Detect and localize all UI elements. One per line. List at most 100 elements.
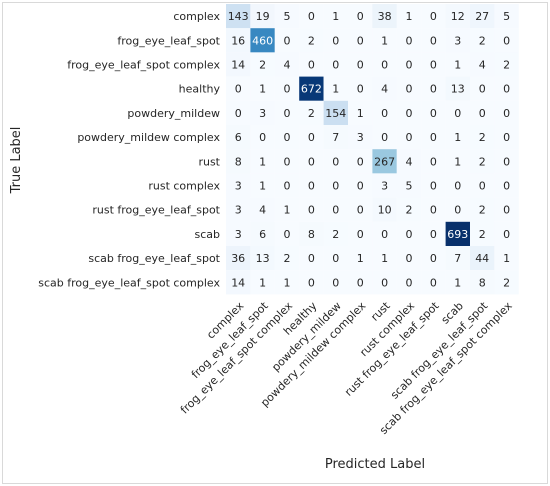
cell-value-label: 3 (357, 131, 364, 144)
heatmap-cell (445, 52, 470, 77)
cell-value-label: 13 (451, 83, 465, 96)
cell-value-label: 0 (406, 34, 413, 47)
cell-value-label: 0 (308, 204, 315, 217)
cell-value-label: 0 (284, 228, 291, 241)
y-tick-label: healthy (179, 83, 221, 96)
cell-value-label: 0 (332, 155, 339, 168)
heatmap-cell (396, 197, 422, 222)
heatmap-cell (445, 100, 470, 125)
heatmap-cell (299, 4, 324, 29)
cell-value-label: 44 (475, 252, 489, 265)
heatmap-cell (372, 270, 397, 295)
cell-value-label: 0 (332, 252, 339, 265)
heatmap-cell (372, 100, 397, 125)
y-tick-label: complex (173, 10, 220, 23)
cell-value-label: 2 (503, 59, 510, 72)
heatmap-cell (226, 197, 251, 222)
heatmap-cell (494, 52, 519, 77)
cell-value-label: 2 (308, 107, 315, 120)
heatmap-cell (445, 28, 470, 53)
cell-value-label: 8 (479, 276, 486, 289)
heatmap-cell (421, 76, 446, 101)
cell-value-label: 2 (479, 34, 486, 47)
cell-value-label: 0 (430, 83, 437, 96)
cell-value-label: 1 (259, 83, 266, 96)
cell-value-label: 0 (479, 107, 486, 120)
cell-value-label: 1 (381, 252, 388, 265)
heatmap-cell (372, 149, 397, 174)
cell-value-label: 2 (284, 252, 291, 265)
cell-value-label: 143 (228, 10, 249, 23)
cell-value-label: 0 (406, 59, 413, 72)
heatmap-cell (372, 173, 397, 198)
cell-value-label: 27 (475, 10, 489, 23)
cell-value-label: 0 (430, 204, 437, 217)
cell-value-label: 0 (503, 107, 510, 120)
cell-value-label: 6 (259, 228, 266, 241)
heatmap-cell (470, 149, 495, 174)
cell-value-label: 0 (503, 228, 510, 241)
cell-value-label: 0 (284, 155, 291, 168)
heatmap-cell (470, 197, 495, 222)
heatmap-cell (348, 125, 373, 150)
cell-value-label: 0 (308, 252, 315, 265)
heatmap-cell (421, 125, 446, 150)
cell-value-label: 0 (381, 228, 388, 241)
x-tick-labels: complexfrog_eye_leaf_spotfrog_eye_leaf_s… (178, 299, 515, 437)
cell-value-label: 0 (503, 34, 510, 47)
heatmap-cell (421, 173, 446, 198)
heatmap-cell (250, 270, 275, 295)
y-tick-label: rust complex (148, 180, 220, 193)
heatmap-cell (250, 52, 275, 77)
heatmap-cell (421, 246, 446, 271)
x-axis-title: Predicted Label (325, 457, 425, 472)
cell-value-label: 0 (308, 59, 315, 72)
y-tick-label: scab (194, 228, 220, 241)
heatmap-cell (421, 28, 446, 53)
heatmap-cell (299, 76, 324, 101)
heatmap-cell (445, 76, 470, 101)
heatmap-cell (494, 76, 519, 101)
heatmap-cell (348, 270, 373, 295)
cell-value-label: 1 (332, 10, 339, 23)
cell-value-label: 0 (479, 83, 486, 96)
heatmap-cell (396, 270, 422, 295)
cell-value-label: 1 (406, 10, 413, 23)
heatmap-cell (494, 246, 519, 271)
heatmap-cell (348, 76, 373, 101)
cell-value-label: 0 (357, 180, 364, 193)
cell-value-label: 0 (381, 107, 388, 120)
heatmap-cell (299, 173, 324, 198)
heatmap-cell (372, 28, 397, 53)
cell-value-label: 14 (231, 59, 245, 72)
heatmap-cell (396, 149, 422, 174)
heatmap-cell (494, 149, 519, 174)
cell-value-label: 0 (503, 155, 510, 168)
cell-value-label: 0 (406, 83, 413, 96)
cell-value-label: 2 (479, 155, 486, 168)
heatmap-cell (470, 173, 495, 198)
cell-value-label: 0 (454, 204, 461, 217)
cell-value-label: 1 (284, 276, 291, 289)
heatmap-cell (396, 221, 422, 246)
heatmap-cell (226, 28, 251, 53)
heatmap-cell (445, 270, 470, 295)
cell-value-label: 0 (406, 276, 413, 289)
heatmap-cell (421, 221, 446, 246)
cell-value-label: 693 (447, 228, 468, 241)
heatmap-cell (299, 246, 324, 271)
cell-value-label: 1 (503, 252, 510, 265)
heatmap-cell (250, 173, 275, 198)
heatmap-cell (299, 221, 324, 246)
heatmap-cell (470, 28, 495, 53)
heatmap-cell (372, 52, 397, 77)
heatmap-cell (323, 4, 348, 29)
heatmap-cell (494, 100, 519, 125)
cell-value-label: 4 (406, 155, 413, 168)
heatmap-cell (299, 125, 324, 150)
heatmap-cell (421, 4, 446, 29)
cell-value-label: 0 (430, 107, 437, 120)
heatmap-cell (348, 173, 373, 198)
cell-value-label: 0 (308, 180, 315, 193)
heatmap-cell (250, 246, 275, 271)
